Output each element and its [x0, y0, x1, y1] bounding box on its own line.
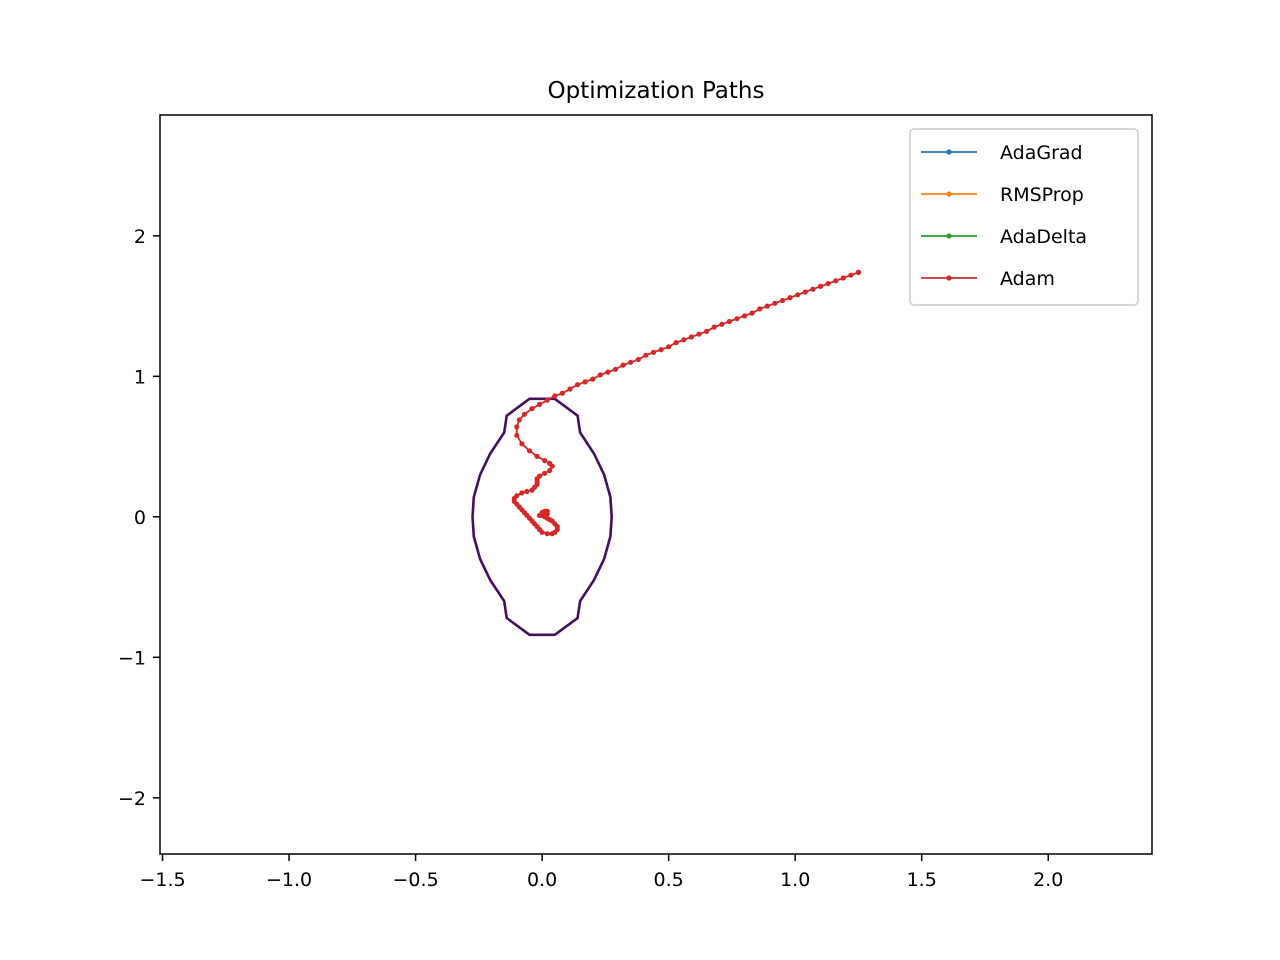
legend-item-rmsprop: RMSProp: [921, 184, 1084, 206]
data-point: [681, 337, 687, 343]
data-point: [764, 303, 770, 309]
legend-item-adam: Adam: [921, 268, 1055, 290]
data-point: [666, 344, 672, 350]
data-point: [749, 310, 755, 316]
data-point: [549, 463, 555, 469]
data-point: [514, 424, 520, 430]
x-axis: −1.5 −1.0 −0.5 0.0 0.5 1.0 1.5 2.0: [139, 854, 1063, 891]
data-point: [620, 362, 626, 368]
y-tick-label: 1: [134, 366, 146, 388]
x-tick-label: 1.5: [907, 869, 937, 891]
contour-line: [471, 397, 614, 637]
x-tick-label: −1.0: [266, 869, 312, 891]
data-point: [519, 490, 525, 496]
legend-label: Adam: [1000, 268, 1055, 290]
data-point: [742, 313, 748, 319]
x-tick-label: 1.0: [780, 869, 810, 891]
data-point: [643, 352, 649, 358]
data-point: [772, 300, 778, 306]
data-point: [529, 487, 535, 493]
y-tick-label: 0: [134, 507, 146, 529]
data-point: [537, 401, 543, 407]
x-tick-label: −0.5: [393, 869, 439, 891]
y-tick-label: 2: [134, 226, 146, 248]
data-point: [628, 359, 634, 365]
legend-marker: [946, 149, 952, 155]
data-point: [544, 397, 550, 403]
data-point: [542, 511, 548, 517]
series-adam: [511, 269, 862, 537]
data-point: [802, 289, 808, 295]
legend-label: AdaDelta: [1000, 226, 1087, 248]
y-axis: −2 −1 0 1 2: [118, 226, 160, 810]
data-point: [817, 283, 824, 289]
y-tick-label: −1: [118, 647, 146, 669]
y-tick-label: −2: [118, 788, 146, 810]
data-point: [779, 297, 786, 304]
legend-label: AdaGrad: [1000, 142, 1083, 164]
data-point: [542, 458, 548, 464]
data-point: [524, 488, 530, 495]
data-point: [514, 432, 520, 438]
x-tick-label: 0.0: [527, 869, 557, 891]
data-point: [795, 292, 801, 298]
data-point: [650, 349, 657, 355]
data-point: [855, 269, 862, 275]
data-point: [544, 531, 550, 537]
legend-item-adagrad: AdaGrad: [921, 142, 1083, 164]
data-point: [658, 347, 664, 353]
data-point: [516, 417, 522, 423]
legend-frame: [909, 128, 1139, 306]
data-point: [757, 306, 763, 312]
data-point: [539, 529, 545, 535]
data-point: [719, 321, 725, 327]
plot-frame: [159, 114, 1153, 855]
legend-marker: [946, 191, 952, 197]
data-point: [825, 281, 831, 287]
data-point: [597, 372, 603, 378]
legend-marker: [946, 275, 952, 281]
data-point: [810, 286, 816, 292]
data-point: [688, 334, 695, 340]
data-point: [605, 369, 611, 375]
data-point: [833, 278, 839, 284]
data-point: [726, 318, 733, 325]
data-point: [673, 340, 679, 346]
data-point: [711, 324, 717, 330]
data-point: [529, 406, 535, 412]
legend-item-adadelta: AdaDelta: [921, 226, 1087, 248]
data-point: [521, 411, 528, 417]
legend-label: RMSProp: [1000, 184, 1084, 206]
chart-title: Optimization Paths: [548, 78, 765, 104]
data-point: [559, 390, 566, 396]
data-point: [635, 356, 641, 363]
data-point: [840, 275, 846, 281]
data-point: [582, 379, 588, 385]
data-point: [575, 382, 581, 388]
data-point: [552, 393, 558, 399]
data-point: [519, 441, 525, 447]
x-tick-label: 2.0: [1033, 869, 1063, 891]
data-point: [704, 328, 710, 334]
data-point: [696, 331, 702, 337]
data-point: [590, 376, 596, 382]
plot-area: [471, 269, 862, 637]
data-point: [526, 448, 533, 454]
data-point: [848, 272, 854, 278]
data-point: [612, 366, 619, 372]
data-point: [567, 386, 573, 392]
data-point: [542, 470, 548, 476]
x-tick-label: 0.5: [654, 869, 684, 891]
data-point: [547, 467, 553, 474]
data-point: [534, 453, 540, 459]
data-point: [787, 295, 793, 301]
legend: AdaGrad RMSProp AdaDelta Adam: [909, 128, 1139, 306]
data-point: [734, 316, 740, 322]
legend-marker: [946, 233, 952, 239]
x-tick-label: −1.5: [139, 869, 185, 891]
